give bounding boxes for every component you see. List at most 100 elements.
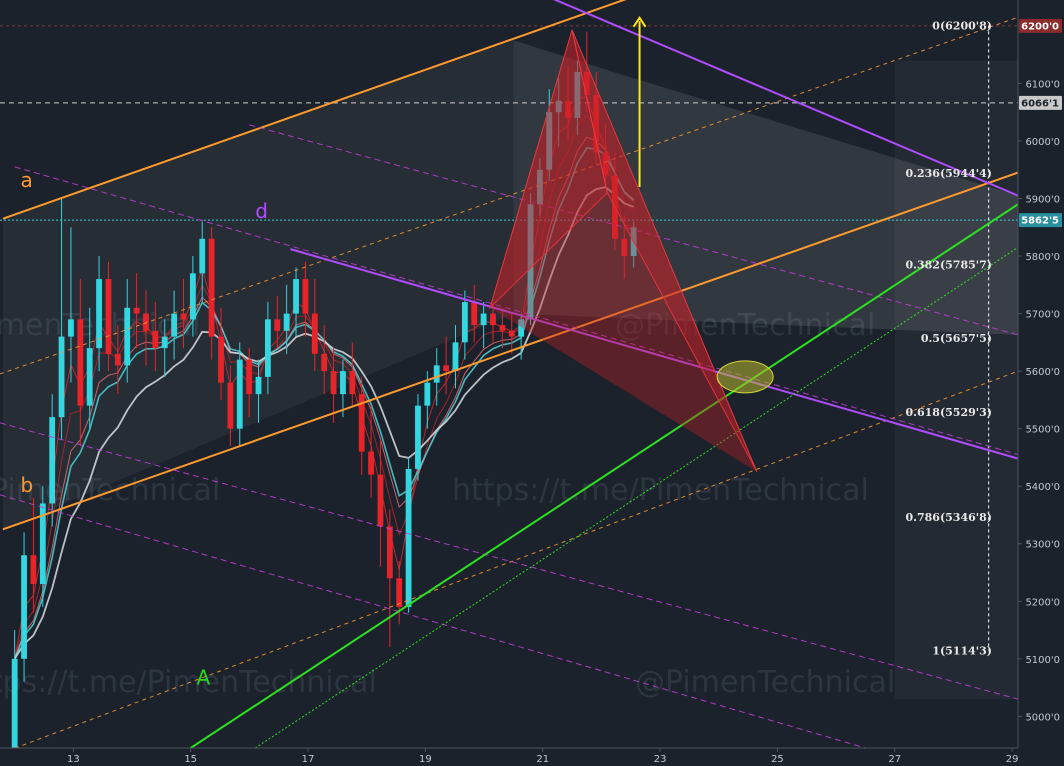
candle-body [77,319,84,406]
trendlines-layer [0,0,1019,755]
candle-body [39,503,46,585]
candle-body [368,451,374,475]
candle-body [86,348,93,406]
target-arrow-head [632,16,647,28]
candle-body [124,307,131,366]
price-tag-label: 6200'0 [1021,21,1059,32]
candle-body [424,382,431,406]
fib-level-label: 0(6200'8) [932,19,992,32]
price-tag-box [1019,18,1062,33]
candle-body [114,353,121,366]
price-tag-box [1019,213,1062,228]
y-tick-label: 6100'0 [1025,79,1060,90]
y-axis: 5000'0 5100'0 5200'0 5300'0 5400'0 5500'0 5600… [1017,0,1064,748]
candle-body [68,319,74,337]
candle-body [377,474,384,527]
y-tick-label: 5100'0 [1025,655,1060,666]
candle-body [452,342,459,372]
candle-body [293,279,299,314]
x-tick-label: 13 [67,754,80,765]
candle-body [518,319,525,337]
fib-level-label: 0.236(5944'4) [906,167,993,180]
x-axis: 13 15 17 19 21 23 25 27 29 [0,747,1064,766]
candle-body [208,238,215,337]
fib-zone-fill [894,60,1018,700]
purple-dashed-line [249,124,1019,336]
horizontal-lines-layer [0,25,1018,651]
candle-body [415,405,421,469]
candle-body [405,468,412,608]
x-tick-label: 27 [888,754,901,765]
candle-body [171,313,178,337]
candle-body [152,330,159,349]
orange-channel-upper [2,0,627,220]
candle-body [236,359,243,429]
candle-body [11,658,18,748]
annotation-label: b [21,473,34,497]
y-tick-label: 5700'0 [1025,310,1060,321]
candle-body [490,313,496,326]
watermark-text: PimenTechnical [0,473,220,508]
candle-body [508,330,515,337]
annotation-label: a [21,168,33,192]
candle-body [443,365,450,372]
candle-body [264,319,271,377]
fib-level-label: 0.786(5346'8) [906,511,993,524]
y-tick-label: 5300'0 [1025,540,1060,551]
y-tick-label: 5200'0 [1025,597,1060,608]
annotation-label: d [255,199,268,223]
purple-dashed-line [0,494,866,749]
fib-level-label: 0.382(5785'7) [906,258,993,271]
fib-level-label: 0.5(5657'5) [921,332,992,345]
candle-body [321,353,328,372]
candle-body [189,273,196,320]
purple-channel-lower [290,248,1019,460]
candle-body [396,578,403,608]
candle-body [302,279,309,314]
candle-body [180,313,187,320]
watermark-text: @PimenTechnical [635,665,895,700]
price-tag-box [1019,95,1062,110]
x-tick-label: 17 [302,754,315,765]
candle-body [49,417,56,504]
price-tag-label: 6066'1 [1021,98,1059,109]
x-tick-label: 15 [184,754,197,765]
candle-body [199,238,206,274]
candle-body [255,376,262,395]
green-dotted-trendline [254,246,1019,749]
candle-body [330,371,337,395]
candle-body [96,279,102,349]
fibonacci-levels-layer: 0(6200'8) 0.236(5944'4) 0.382(5785'7) 0.5(5… [906,19,993,657]
x-tick-label: 23 [654,754,667,765]
candle-body [349,371,356,395]
orange-channel-lower [2,171,1019,531]
candle-body [283,313,290,331]
candle-body [133,307,140,314]
annotation-label: A [197,666,211,690]
x-tick-label: 29 [1006,754,1019,765]
candle-body [499,325,506,331]
candle-body [143,313,149,331]
target-zone-ellipse [716,360,774,394]
annotations-layer: abcdA [21,168,268,690]
y-tick-label: 5400'0 [1025,482,1060,493]
x-axis-background [0,748,1064,766]
green-trendline [190,203,1019,749]
candle-body [480,313,487,326]
candle-body [358,394,365,452]
candle-body [471,302,478,326]
y-tick-label: 5800'0 [1025,252,1060,263]
purple-channel-upper [553,0,1019,197]
price-tag-label: 5862'5 [1021,216,1059,227]
harmonic-pattern-layer [488,16,774,473]
candle-body [105,279,112,354]
orange-channel-mid [0,16,1019,375]
x-tick-label: 25 [771,754,784,765]
y-tick-label: 5900'0 [1025,195,1060,206]
candle-body [30,555,37,585]
x-tick-label: 21 [536,754,549,765]
fib-level-label: 1(5114'3) [932,645,992,658]
candle-body [621,238,628,257]
